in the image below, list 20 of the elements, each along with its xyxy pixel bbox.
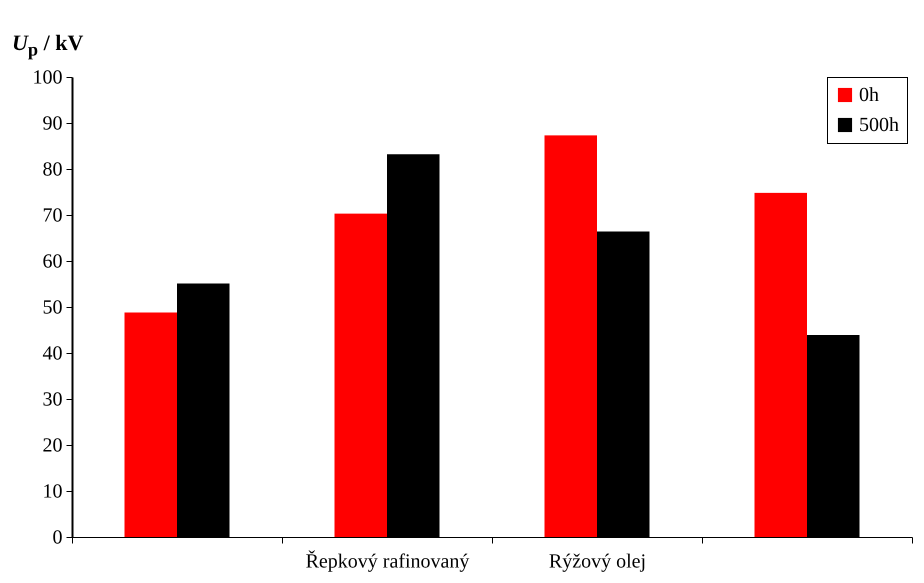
y-tick-label: 70 xyxy=(42,204,62,226)
bar xyxy=(754,192,807,537)
y-tick-label: 0 xyxy=(52,526,62,548)
y-tick-label: 40 xyxy=(42,342,62,364)
y-axis-title: U$_{p}$ / kV xyxy=(12,30,84,60)
x-tick-label: Řepkový rafinovaný xyxy=(306,550,470,572)
y-tick-label: 80 xyxy=(42,158,62,180)
y-tick-label: 20 xyxy=(42,434,62,456)
bar xyxy=(334,214,387,537)
y-tick-label: 90 xyxy=(42,112,62,134)
x-tick-label: Rýžový olej xyxy=(548,550,646,572)
y-tick-label: 10 xyxy=(42,480,62,502)
bar xyxy=(544,135,597,537)
bar xyxy=(124,312,177,537)
legend-label: 500h xyxy=(859,114,899,136)
y-tick-label: 60 xyxy=(42,250,62,272)
legend-label: 0h xyxy=(859,84,879,106)
y-tick-label: 30 xyxy=(42,388,62,410)
y-tick-label: 100 xyxy=(32,66,62,88)
y-tick-label: 50 xyxy=(42,296,62,318)
